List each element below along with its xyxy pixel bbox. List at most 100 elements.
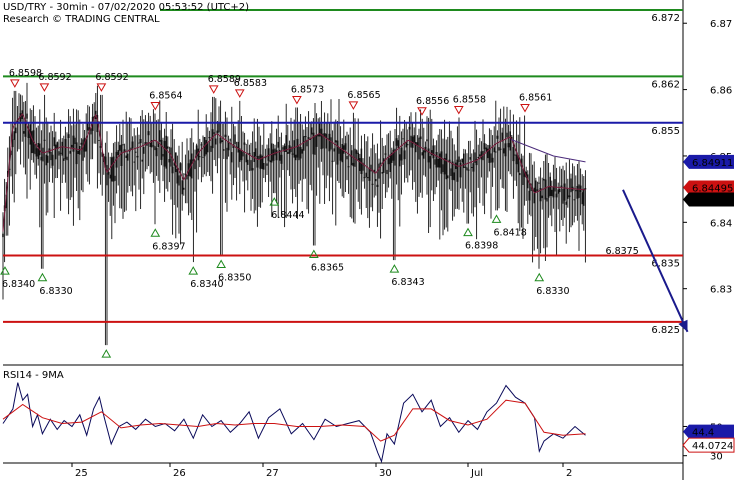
candle-body [34,144,36,155]
candle-body [263,163,265,170]
candle-body [325,133,327,149]
candle-body [559,188,561,193]
candle-body [250,160,252,171]
candle-body [347,166,350,168]
candle-body [456,159,459,182]
candle-body [139,139,142,144]
high-label: 6.8561 [519,92,552,103]
candle-body [247,159,249,165]
candle-body [432,145,435,159]
rsi-panel: RSI14 - 9MA [2,370,586,464]
candle-body [58,151,60,156]
candle-body [544,179,547,200]
high-label: 6.8589 [208,74,241,85]
high-label: 6.8583 [234,78,267,89]
level-label: 6.835 [651,259,680,270]
candle-body [55,144,57,160]
low-label: 6.8444 [271,210,304,221]
candle-body [304,136,307,138]
candle-body [554,179,556,192]
low-label: 6.8340 [2,279,35,290]
candle-body [202,156,204,158]
candle-body [90,128,92,135]
candle-body [527,174,529,189]
candle-body [179,163,182,171]
candle-body [392,149,395,161]
low-marker-icon [463,227,473,237]
candle-body [402,138,404,140]
candle-body [399,154,401,167]
candle-body [173,162,175,166]
candle-body [83,137,86,152]
candle-body [431,150,433,156]
candle-body [143,146,145,154]
candle-body [384,153,387,155]
candle-body [219,137,222,144]
candle-body [499,148,502,150]
candle-body [507,143,510,148]
candle-body [477,156,479,159]
candle-body [530,183,532,192]
candle-body [328,133,331,152]
candle-body [522,168,524,185]
candle-body [338,147,340,154]
candle-body [226,147,228,160]
candle-body [351,150,353,166]
candle-body [584,188,587,190]
candle-body [205,140,207,155]
candle-body [471,167,473,168]
candle-body [386,169,388,175]
candle-body [79,146,81,155]
candle-body [194,160,196,170]
candle-body [555,193,558,198]
candle-body [208,137,211,139]
candle-body [285,135,287,152]
candle-body [407,144,409,146]
candle-body [77,150,79,154]
candle-body [583,188,585,206]
candle-body [269,160,271,163]
x-tick-label: 2 [566,468,572,479]
candle-body [195,145,198,157]
candle-body [149,143,151,147]
candle-body [207,142,209,153]
candle-body [192,159,195,162]
candle-body [272,149,275,161]
candle-body [421,152,423,156]
candle-body [408,126,411,130]
extra-label: 6.8375 [606,246,639,257]
candle-body [211,129,214,149]
support-resistance-levels: 6.872 6.862 6.855 6.835 6.825 [3,8,683,336]
candle-body [450,168,452,176]
candle-body [93,116,95,119]
candle-body [346,156,348,160]
high-label: 6.8592 [38,72,71,83]
candle-body [256,156,259,168]
candle-body [455,162,457,169]
candle-body [123,149,126,153]
candle-body [320,128,323,150]
candle-body [26,113,28,119]
rsi-tag-label: 44.4 [692,428,714,439]
high-marker-icon [453,105,464,115]
high-marker-icon [348,101,359,110]
candle-body [258,155,260,160]
x-tick-label: 30 [379,468,392,479]
low-marker-icon [269,197,280,206]
candle-body [104,156,107,168]
rsi-y-tick-label: 30 [710,452,723,463]
candle-body [27,129,30,138]
candle-body [106,165,108,186]
candle-body [330,137,332,150]
high-label: 6.8556 [416,96,449,107]
candle-body [184,173,187,175]
candle-body [543,178,545,181]
y-tick-label: 6.84 [710,218,732,229]
candle-body [181,180,183,195]
level-label: 6.825 [651,325,680,336]
candle-body [71,144,73,148]
candle-body [442,164,444,172]
candle-body [168,159,171,163]
candle-body [253,152,255,162]
